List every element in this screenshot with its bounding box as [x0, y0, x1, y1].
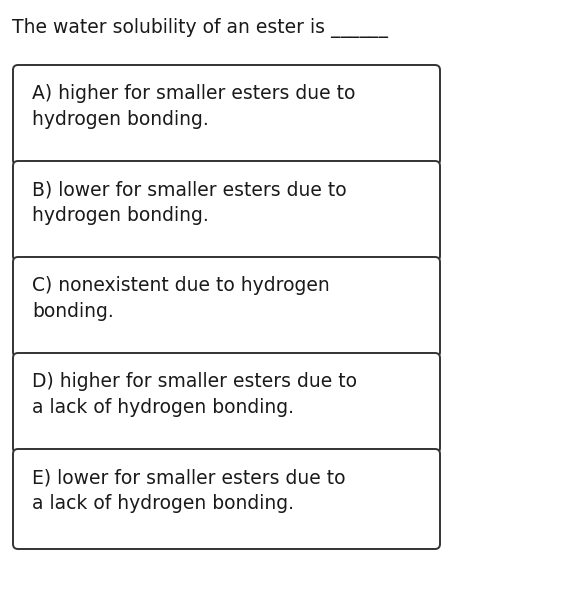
Text: C) nonexistent due to hydrogen
bonding.: C) nonexistent due to hydrogen bonding. — [32, 276, 330, 321]
Text: D) higher for smaller esters due to
a lack of hydrogen bonding.: D) higher for smaller esters due to a la… — [32, 372, 357, 417]
FancyBboxPatch shape — [13, 161, 440, 261]
Text: E) lower for smaller esters due to
a lack of hydrogen bonding.: E) lower for smaller esters due to a lac… — [32, 468, 346, 512]
Text: A) higher for smaller esters due to
hydrogen bonding.: A) higher for smaller esters due to hydr… — [32, 84, 355, 129]
FancyBboxPatch shape — [13, 449, 440, 549]
Text: B) lower for smaller esters due to
hydrogen bonding.: B) lower for smaller esters due to hydro… — [32, 180, 346, 225]
Text: The water solubility of an ester is ______: The water solubility of an ester is ____… — [12, 18, 388, 38]
FancyBboxPatch shape — [13, 353, 440, 453]
FancyBboxPatch shape — [13, 257, 440, 357]
FancyBboxPatch shape — [13, 65, 440, 165]
